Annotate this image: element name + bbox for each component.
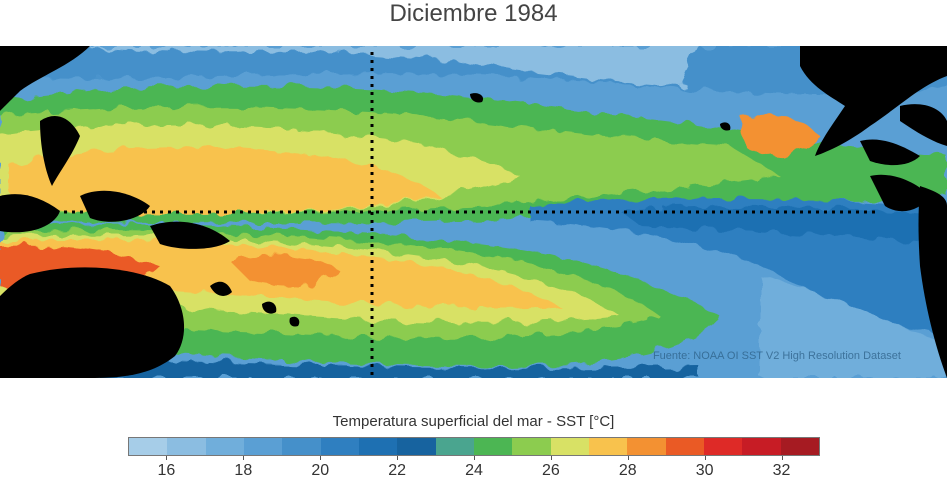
colorbar-swatch [588, 438, 628, 455]
colorbar-swatch [665, 438, 704, 455]
colorbar-tick [550, 456, 552, 460]
land [0, 46, 947, 378]
colorbar-tick [243, 456, 245, 460]
colorbar-swatch [742, 438, 781, 455]
colorbar-tick-label: 24 [465, 462, 483, 479]
colorbar-swatch [627, 438, 666, 455]
colorbar-tick-label: 26 [541, 462, 560, 479]
colorbar-tick [704, 456, 706, 460]
colorbar-swatch [205, 438, 244, 455]
land-asia [0, 46, 90, 111]
colorbar-swatch [780, 438, 819, 455]
colorbar-tick-label: 22 [388, 462, 406, 479]
colorbar-label: Temperatura superficial del mar - SST [°… [332, 413, 615, 430]
sst-map [0, 46, 947, 378]
colorbar-tick [627, 456, 629, 460]
map-title: Diciembre 1984 [389, 0, 558, 27]
colorbar-swatch [703, 438, 743, 455]
colorbar-swatch [512, 438, 551, 455]
source-credit: Fuente: NOAA OI SST V2 High Resolution D… [652, 350, 901, 362]
colorbar-tick [166, 456, 168, 460]
colorbar-swatch [358, 438, 398, 455]
colorbar-tick-label: 28 [618, 462, 637, 479]
colorbar-swatch [282, 438, 321, 455]
colorbar-swatch [397, 438, 436, 455]
colorbar-swatch [243, 438, 283, 455]
colorbar-swatch [550, 438, 589, 455]
colorbar [128, 437, 820, 456]
colorbar-tick [397, 456, 399, 460]
colorbar-swatch [435, 438, 474, 455]
colorbar-tick [320, 456, 322, 460]
colorbar-swatch [473, 438, 513, 455]
colorbar-tick-label: 18 [234, 462, 253, 479]
colorbar-tick-label: 32 [772, 462, 791, 479]
colorbar-swatch [320, 438, 359, 455]
land-australia [0, 267, 185, 378]
colorbar-tick [781, 456, 783, 460]
colorbar-tick-label: 16 [157, 462, 176, 479]
colorbar-tick-label: 30 [695, 462, 714, 479]
land-north-america [800, 46, 947, 156]
colorbar-swatch [167, 438, 206, 455]
colorbar-swatch [129, 438, 168, 455]
colorbar-ticks: 16 18 20 22 24 26 28 30 32 [128, 456, 820, 480]
land-south-america [918, 186, 947, 378]
colorbar-tick-label: 20 [311, 462, 330, 479]
colorbar-tick [474, 456, 475, 460]
